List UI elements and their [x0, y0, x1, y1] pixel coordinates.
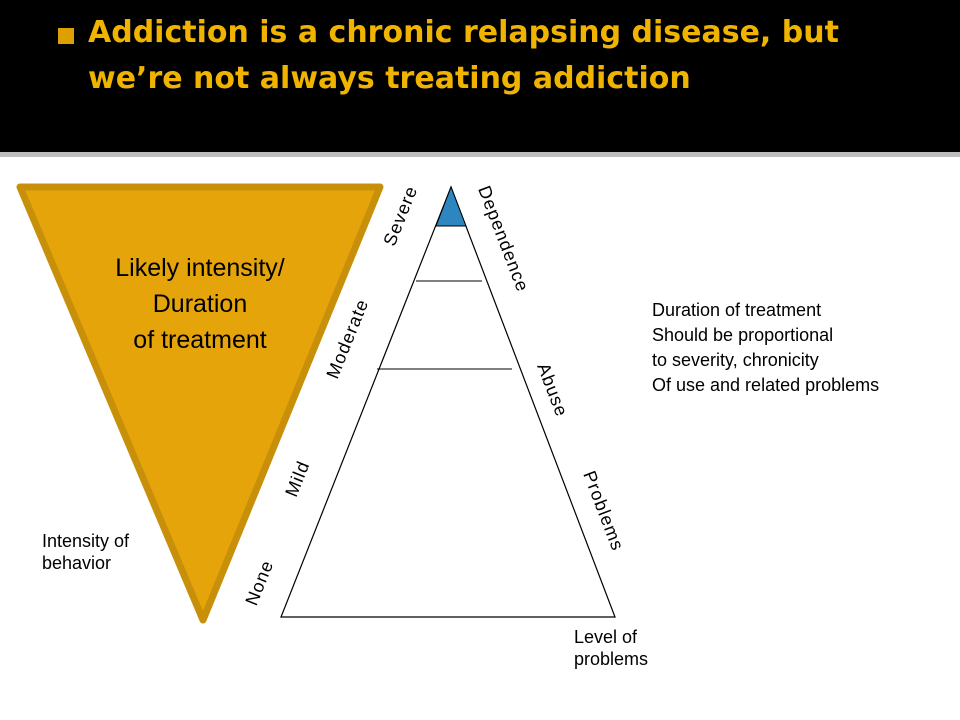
- title-bar: Addiction is a chronic relapsing disease…: [0, 0, 960, 152]
- title-divider: [0, 152, 960, 157]
- intensity-axis-label: Intensity of behavior: [42, 531, 130, 573]
- label-none: None: [241, 557, 277, 608]
- label-severe: Severe: [379, 183, 421, 249]
- title-bullet-icon: [58, 28, 74, 44]
- problems-pyramid: [280, 185, 616, 618]
- funnel-label-line: Likely intensity/: [115, 254, 285, 282]
- label-abuse: Abuse: [533, 360, 572, 419]
- funnel-label-line: Duration: [152, 290, 248, 318]
- label-mild: Mild: [281, 458, 313, 500]
- problems-axis-label: Level of problems: [574, 627, 649, 669]
- label-dependence: Dependence: [474, 183, 533, 295]
- treatment-note: Duration of treatment Should be proporti…: [652, 300, 880, 395]
- slide-title: Addiction is a chronic relapsing disease…: [88, 15, 839, 96]
- funnel-label-line: of treatment: [133, 326, 267, 354]
- treatment-intensity-funnel: [16, 183, 384, 624]
- pyramid-apex: [435, 185, 467, 227]
- funnel-label: Likely intensity/ Duration of treatment: [60, 250, 340, 358]
